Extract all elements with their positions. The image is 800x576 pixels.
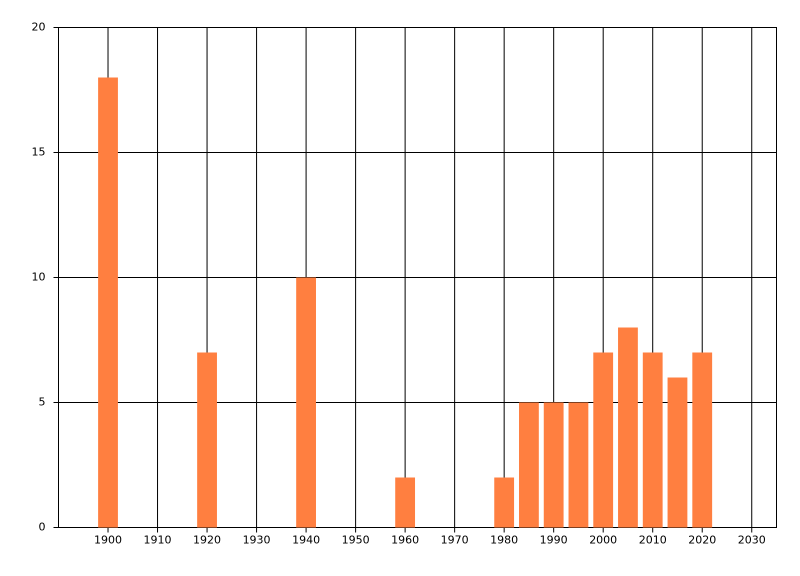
x-tick-label: 1940 (292, 534, 320, 547)
y-tick-label: 10 (32, 271, 46, 284)
bar (395, 477, 416, 528)
x-tick-label: 1980 (490, 534, 518, 547)
x-tick-label: 1920 (193, 534, 221, 547)
x-tick-label: 1930 (243, 534, 271, 547)
bar (519, 402, 539, 528)
y-tick-label: 0 (39, 521, 46, 534)
x-tick-label: 1960 (391, 534, 419, 547)
bar (494, 477, 515, 528)
x-tick-label: 2000 (589, 534, 617, 547)
bar (98, 77, 118, 528)
bar (667, 377, 688, 528)
bar (593, 352, 614, 528)
x-tick-label: 2010 (639, 534, 667, 547)
y-tick-label: 15 (32, 146, 46, 159)
bar (692, 352, 713, 528)
bar (642, 352, 663, 528)
x-tick-label: 1910 (144, 534, 172, 547)
x-tick-label: 1900 (94, 534, 122, 547)
y-tick-label: 5 (39, 396, 46, 409)
plot-frame (58, 27, 777, 528)
x-tick-label: 2020 (688, 534, 716, 547)
bar (543, 402, 564, 528)
x-tick-label: 2030 (738, 534, 766, 547)
x-tick-label: 1990 (540, 534, 568, 547)
bar (618, 327, 638, 528)
y-tick-label: 20 (32, 21, 46, 34)
x-tick-label: 1950 (342, 534, 370, 547)
bar (197, 352, 217, 528)
bar (568, 402, 589, 528)
bar (296, 277, 316, 528)
x-tick-label: 1970 (441, 534, 469, 547)
